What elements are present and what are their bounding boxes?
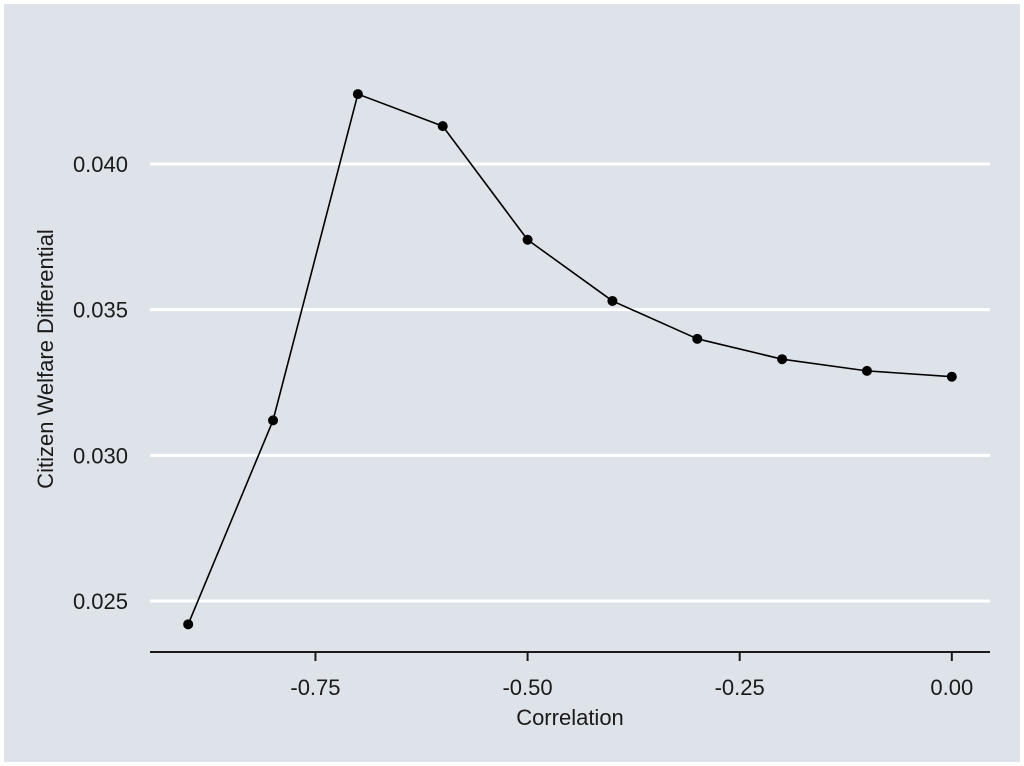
data-point	[946, 371, 957, 382]
data-point	[352, 89, 363, 100]
series-layer	[183, 89, 957, 630]
data-point	[861, 365, 872, 376]
x-tick-label: -0.25	[715, 675, 765, 700]
grid-lines	[150, 162, 990, 603]
data-point	[437, 121, 448, 132]
x-axis: -0.75 -0.50 -0.25 0.00	[150, 651, 990, 700]
data-point	[607, 295, 618, 306]
x-tick-label: -0.75	[290, 675, 340, 700]
data-point	[692, 333, 703, 344]
x-tick-label: -0.50	[502, 675, 552, 700]
y-axis-title: Citizen Welfare Differential	[33, 229, 58, 489]
x-axis-title: Correlation	[516, 705, 624, 730]
data-point	[268, 415, 279, 426]
x-tick-label: 0.00	[930, 675, 973, 700]
data-point	[777, 354, 788, 365]
y-tick-label: 0.040	[73, 152, 128, 177]
y-axis-tick-labels: 0.025 0.030 0.035 0.040	[73, 152, 128, 614]
series-line	[187, 93, 952, 625]
y-tick-label: 0.030	[73, 443, 128, 468]
y-tick-label: 0.035	[73, 298, 128, 323]
data-point	[183, 619, 194, 630]
y-tick-label: 0.025	[73, 589, 128, 614]
data-point	[522, 234, 533, 245]
chart-background	[4, 4, 1020, 762]
